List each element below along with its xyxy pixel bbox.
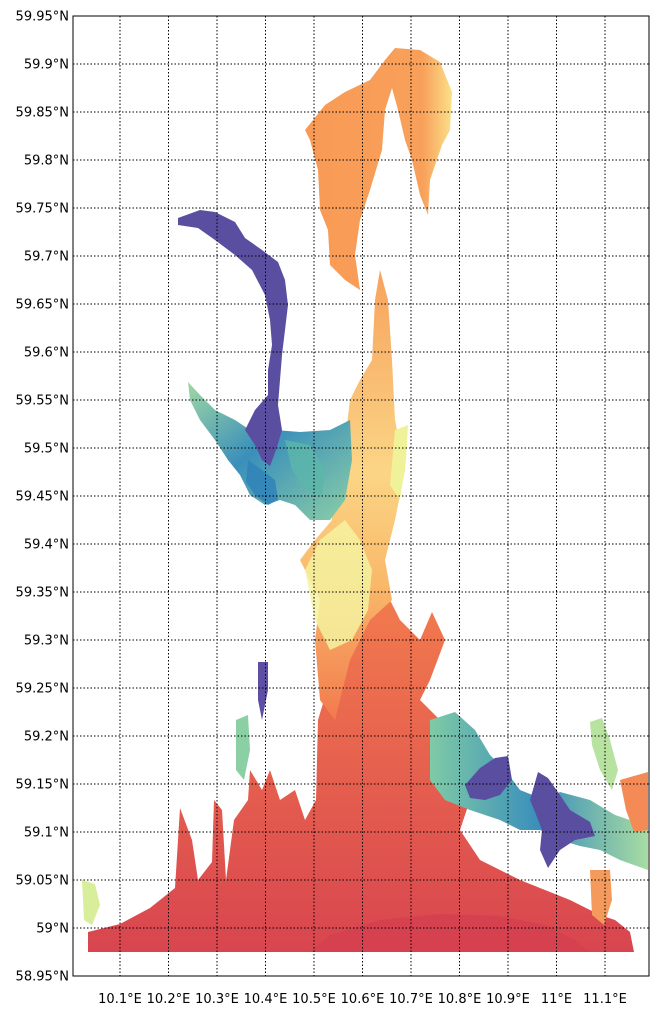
lat-tick-label: 59°N [36, 922, 69, 937]
water-surface-layer [82, 48, 648, 952]
west-blue-patch [246, 460, 278, 505]
lat-tick-label: 58.95°N [16, 970, 69, 985]
western-arm-low [178, 210, 288, 466]
channel-pale-zone [305, 520, 372, 650]
lon-tick-label: 11°E [541, 992, 572, 1007]
lat-tick-label: 59.75°N [16, 202, 69, 217]
lat-tick-label: 59.3°N [24, 634, 69, 649]
lat-tick-label: 59.25°N [16, 682, 69, 697]
west-teal-patch [285, 440, 325, 495]
lat-tick-label: 59.7°N [24, 250, 69, 265]
southern-high-band [310, 914, 590, 952]
lat-tick-label: 59.8°N [24, 154, 69, 169]
latitude-labels: 59.95°N 59.9°N 59.85°N 59.8°N 59.75°N 59.7°N 5… [16, 10, 69, 985]
lat-tick-label: 59.5°N [24, 442, 69, 457]
lat-tick-label: 59.15°N [16, 778, 69, 793]
outer-fjord-water [88, 600, 634, 952]
inner-fjord-north [305, 48, 452, 290]
lon-tick-label: 10.2°E [147, 992, 191, 1007]
lat-tick-label: 59.95°N [16, 10, 69, 25]
lat-tick-label: 59.45°N [16, 490, 69, 505]
longitude-labels: 10.1°E 10.2°E 10.3°E 10.4°E 10.5°E 10.6°E 10.7… [98, 992, 627, 1007]
lon-tick-label: 10.6°E [341, 992, 385, 1007]
lon-tick-label: 10.4°E [244, 992, 288, 1007]
lon-tick-label: 10.8°E [438, 992, 482, 1007]
sw-narrow-arm-tail [236, 715, 250, 780]
lon-tick-label: 10.7°E [389, 992, 433, 1007]
lon-tick-label: 10.3°E [195, 992, 239, 1007]
lat-tick-label: 59.4°N [24, 538, 69, 553]
east-far-shore [620, 772, 648, 832]
east-bay-one [430, 712, 648, 870]
lat-tick-label: 59.2°N [24, 730, 69, 745]
east-purple-bay-b [530, 772, 595, 868]
lat-tick-label: 59.1°N [24, 826, 69, 841]
lat-tick-label: 59.05°N [16, 874, 69, 889]
southwest-shoal [82, 880, 100, 925]
lat-tick-label: 59.35°N [16, 586, 69, 601]
sw-narrow-arm [258, 662, 268, 720]
east-arm [590, 718, 618, 790]
lon-tick-label: 11.1°E [583, 992, 627, 1007]
southeast-fringe [590, 870, 612, 925]
lon-tick-label: 10.9°E [486, 992, 530, 1007]
lat-tick-label: 59.55°N [16, 394, 69, 409]
lat-tick-label: 59.9°N [24, 58, 69, 73]
lat-tick-label: 59.85°N [16, 106, 69, 121]
east-purple-bay-a [465, 756, 512, 800]
lon-tick-label: 10.1°E [98, 992, 142, 1007]
channel-east-fringe [390, 425, 408, 500]
longitude-grid [119, 16, 606, 976]
lat-tick-label: 59.65°N [16, 298, 69, 313]
lon-tick-label: 10.5°E [292, 992, 336, 1007]
lat-tick-label: 59.6°N [24, 346, 69, 361]
